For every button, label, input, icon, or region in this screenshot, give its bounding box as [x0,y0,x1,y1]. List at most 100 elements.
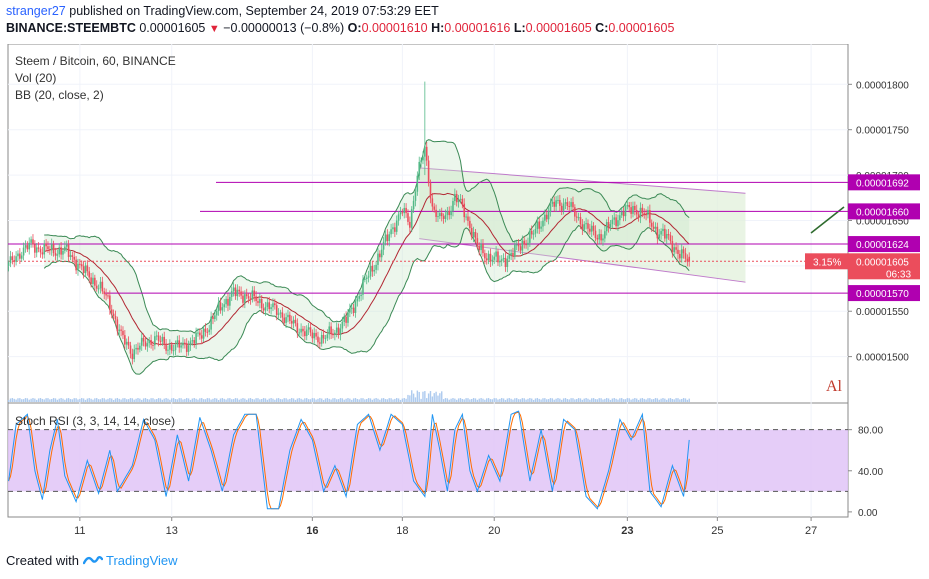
volume-bar [326,398,329,402]
candle-body [73,256,76,260]
candle-body [487,253,490,261]
volume-bar [375,398,377,402]
volume-bar [116,398,119,402]
volume-bar [58,398,60,402]
candle-body [199,332,201,336]
candle-body [515,244,518,246]
candle-body [485,258,488,261]
candle-body [64,246,66,251]
candle-body [112,313,115,316]
candle-body [204,328,207,332]
candle-body [7,263,10,266]
volume-bar [103,398,105,402]
volume-bar [64,399,66,402]
candle-body [50,244,53,251]
candle-body [305,329,308,337]
candle-body [135,347,137,350]
candle-body [403,207,406,214]
candle-body [60,247,62,255]
volume-bar [60,398,62,402]
volume-bar [418,391,420,402]
volume-bar [433,393,435,402]
volume-bar [111,398,113,402]
candle-body [47,246,49,250]
candle-body [373,269,376,272]
volume-bar [591,398,593,402]
volume-bar [127,399,130,402]
volume-bar [662,398,664,402]
candle-body [395,220,398,232]
candle-body [645,214,647,216]
volume-bar [311,398,314,402]
volume-bar [137,398,139,402]
author-link[interactable]: stranger27 [6,4,66,18]
volume-bar [199,398,201,402]
candle-body [482,244,484,254]
change-tag-label: 3.15% [813,257,841,268]
volume-bar [527,398,529,402]
candle-body [635,209,638,215]
candle-body [639,207,642,218]
candle-body [22,247,25,256]
volume-bar [529,398,531,402]
low-value: 0.00001605 [525,21,592,35]
volume-bar [465,398,467,402]
candle-body [540,226,542,229]
volume-bar [146,398,149,402]
volume-bar [411,390,413,402]
candle-body [294,319,297,324]
candle-body [365,277,368,279]
volume-bar [227,398,229,402]
tradingview-link[interactable]: TradingView [82,553,178,568]
candle-body [193,340,196,344]
candle-body [564,202,567,204]
channel-lower-line [419,238,746,283]
candle-body [572,202,574,208]
ohlc-line: BINANCE:STEEMBTC 0.00001605 ▼ −0.0000001… [6,21,674,35]
candle-body [109,295,111,310]
volume-bar [566,398,569,402]
volume-bar [523,398,525,402]
level-tag [848,285,920,302]
candle-body [352,307,355,313]
volume-bar [56,399,59,402]
volume-bar [126,399,128,402]
candle-body [559,199,561,206]
candle-body [649,210,651,223]
volume-bar [439,393,441,402]
candle-body [240,291,242,296]
volume-bar [144,398,147,402]
volume-bar [664,398,666,402]
candle-body [142,337,145,342]
volume-bar [345,398,347,402]
volume-bar [534,398,537,402]
volume-bar [131,398,134,402]
candle-body [260,298,263,309]
candle-body [656,226,659,239]
candle-body [268,302,271,310]
candle-body [56,254,59,256]
volume-bar [516,398,518,402]
volume-bar [444,398,447,402]
volume-bar [542,398,544,402]
volume-bar [157,398,160,402]
candle-body [643,213,646,215]
candle-body [624,206,627,217]
volume-bar [654,398,657,402]
candle-body [9,256,12,264]
candle-body [97,288,100,290]
level-tag [848,236,920,253]
volume-bar [519,399,522,402]
horizontal-levels[interactable] [8,181,848,294]
candle-body [144,341,147,347]
candle-body [589,228,591,232]
volume-bar [28,399,30,402]
candle-body [103,291,106,295]
volume-bar [442,399,445,402]
volume-bar [36,399,38,402]
chart-canvas[interactable]: 0.000018000.000017500.000017000.00001650… [0,44,929,544]
volume-bar [225,399,227,402]
candle-body [157,335,160,341]
candle-body [180,345,182,348]
candle-body [615,217,617,227]
